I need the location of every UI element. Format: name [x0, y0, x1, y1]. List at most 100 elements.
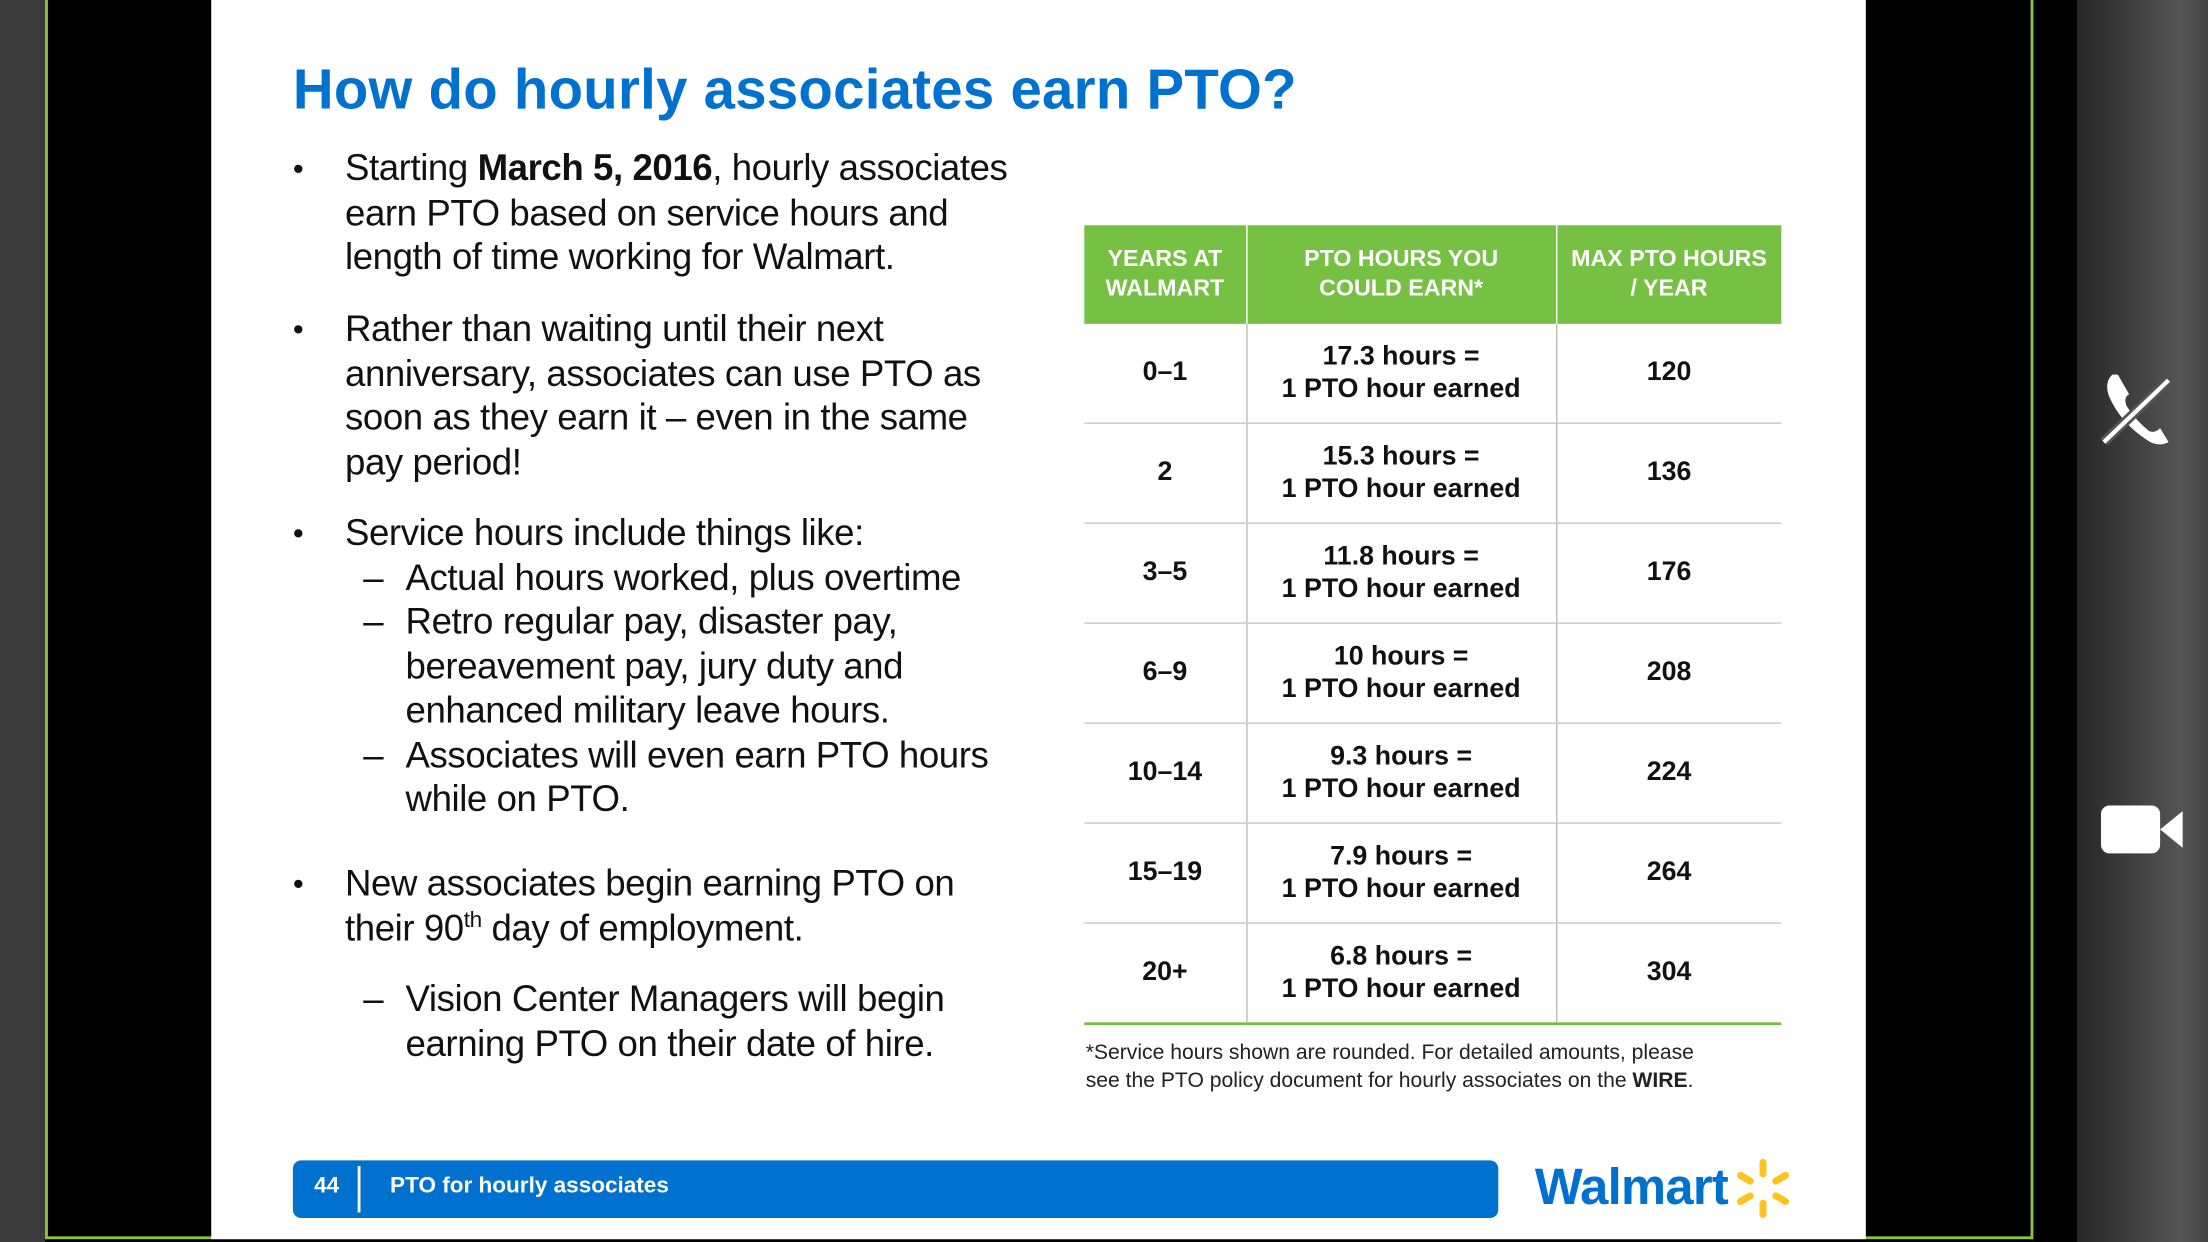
text-line: Service hours include things like: [344, 511, 864, 554]
text: day of employment. [481, 906, 804, 949]
text: YEARS AT [1107, 246, 1223, 272]
page-number: 44 [314, 1174, 340, 1199]
cell: 2 [1084, 423, 1247, 524]
text-line: Associates will even earn PTO hours [405, 732, 989, 776]
text-line: Retro regular pay, disaster pay, [405, 599, 898, 643]
table-row: 10–14 9.3 hours = 1 PTO hour earned 224 [1084, 723, 1782, 824]
text: 9.3 hours = [1330, 741, 1473, 771]
cell: 224 [1555, 723, 1782, 824]
text: / YEAR [1630, 275, 1708, 302]
call-controls [2077, 0, 2208, 1242]
cell: 17.3 hours = 1 PTO hour earned [1245, 323, 1557, 424]
column-header: PTO HOURS YOU COULD EARN* [1245, 225, 1557, 324]
text: 1 PTO hour earned [1281, 474, 1521, 505]
table-body: 0–1 17.3 hours = 1 PTO hour earned 120 2 15.3… [1084, 323, 1782, 1026]
column-header: YEARS AT WALMART [1084, 225, 1247, 324]
text: WALMART [1105, 275, 1225, 302]
text: 17.3 hours = [1322, 341, 1480, 372]
text: 1 PTO hour earned [1281, 974, 1521, 1005]
text: March 5, 2016 [477, 146, 713, 189]
text-line: bereavement pay, jury duty and [405, 644, 904, 687]
text-line: length of time working for Walmart. [344, 235, 895, 278]
bullet-dot: • [292, 150, 304, 186]
text-line: their 90th day of employment. [344, 906, 804, 950]
table-row: 6–9 10 hours = 1 PTO hour earned 208 [1084, 623, 1782, 724]
text: 1 PTO hour earned [1281, 774, 1521, 805]
cell: 10 hours = 1 PTO hour earned [1245, 623, 1557, 724]
pto-table: YEARS AT WALMART PTO HOURS YOU COULD EARN* M… [1084, 225, 1782, 1026]
text-line: Starting March 5, 2016, hourly associate… [344, 146, 1008, 190]
dash: – [363, 732, 384, 776]
text: COULD EARN* [1319, 275, 1484, 302]
cell: 120 [1555, 323, 1782, 424]
cell: 20+ [1084, 923, 1247, 1026]
footnote: *Service hours shown are rounded. For de… [1086, 1039, 1694, 1095]
mute-call-button[interactable] [2098, 369, 2177, 453]
table-row: 15–19 7.9 hours = 1 PTO hour earned 264 [1084, 823, 1782, 924]
table-row: 3–5 11.8 hours = 1 PTO hour earned 176 [1084, 523, 1782, 624]
text: 1 PTO hour earned [1281, 874, 1521, 905]
table-row: 20+ 6.8 hours = 1 PTO hour earned 304 [1084, 923, 1782, 1026]
text: their 90 [344, 906, 464, 949]
cell: 7.9 hours = 1 PTO hour earned [1245, 823, 1557, 924]
header-row: YEARS AT WALMART PTO HOURS YOU COULD EARN* M… [1084, 225, 1782, 324]
cell: 136 [1555, 423, 1782, 524]
text: th [463, 908, 482, 932]
bullet-dot: • [292, 866, 304, 902]
text: 1 PTO hour earned [1281, 574, 1521, 605]
text-line: New associates begin earning PTO on [344, 861, 955, 905]
cell: 0–1 [1084, 323, 1247, 424]
text-line: Rather than waiting until their next [344, 306, 884, 350]
logo: Walmart [1534, 1157, 1729, 1216]
cell: 3–5 [1084, 523, 1247, 624]
text: PTO HOURS YOU [1304, 246, 1499, 272]
text: see the PTO policy document for hourly a… [1085, 1068, 1633, 1093]
text: , hourly associates [712, 146, 1008, 189]
dash: – [363, 977, 384, 1020]
cell: 6–9 [1084, 623, 1247, 724]
cell: 176 [1555, 523, 1782, 624]
text-line: anniversary, associates can use PTO as [344, 351, 981, 394]
separator [357, 1165, 361, 1213]
text: *Service hours shown are rounded. For de… [1085, 1040, 1694, 1065]
slide-title: How do hourly associates earn PTO? [292, 59, 1297, 122]
logo-spark [1736, 1158, 1790, 1219]
table-row: 2 15.3 hours = 1 PTO hour earned 136 [1084, 423, 1782, 524]
text: MAX PTO HOURS [1571, 246, 1767, 272]
text-line: Actual hours worked, plus overtime [405, 555, 962, 598]
cell: 6.8 hours = 1 PTO hour earned [1245, 923, 1557, 1026]
video-button[interactable] [2098, 803, 2185, 859]
cell: 15.3 hours = 1 PTO hour earned [1245, 423, 1557, 524]
text-line: pay period! [344, 440, 522, 483]
text-line: Vision Center Managers will begin [405, 977, 945, 1020]
text: 1 PTO hour earned [1281, 674, 1521, 705]
column-header: MAX PTO HOURS / YEAR [1555, 225, 1782, 324]
cell: 208 [1555, 623, 1782, 724]
text-line: earn PTO based on service hours and [344, 190, 949, 234]
cell: 10–14 [1084, 723, 1247, 824]
text: 7.9 hours = [1330, 841, 1473, 871]
dash: – [363, 599, 384, 643]
cell: 304 [1555, 923, 1782, 1026]
bullet-dot: • [292, 515, 304, 551]
text-line: while on PTO. [405, 777, 630, 820]
bullet-dot: • [292, 311, 304, 347]
footer-bar [292, 1160, 1499, 1219]
dash: – [363, 555, 384, 598]
text: 10 hours = [1333, 641, 1469, 671]
cell: 9.3 hours = 1 PTO hour earned [1245, 723, 1557, 824]
cell: 11.8 hours = 1 PTO hour earned [1245, 523, 1557, 624]
text: WIRE [1632, 1068, 1688, 1093]
text-line: earning PTO on their date of hire. [405, 1021, 935, 1064]
text: . [1687, 1068, 1694, 1093]
cell: 15–19 [1084, 823, 1247, 924]
text: 11.8 hours = [1323, 541, 1479, 572]
text: Starting [344, 146, 478, 189]
text-line: soon as they earn it – even in the same [344, 395, 968, 438]
text-line: enhanced military leave hours. [405, 688, 890, 731]
text: 6.8 hours = [1330, 941, 1473, 971]
text: 1 PTO hour earned [1281, 374, 1521, 405]
text: 15.3 hours = [1322, 441, 1480, 472]
